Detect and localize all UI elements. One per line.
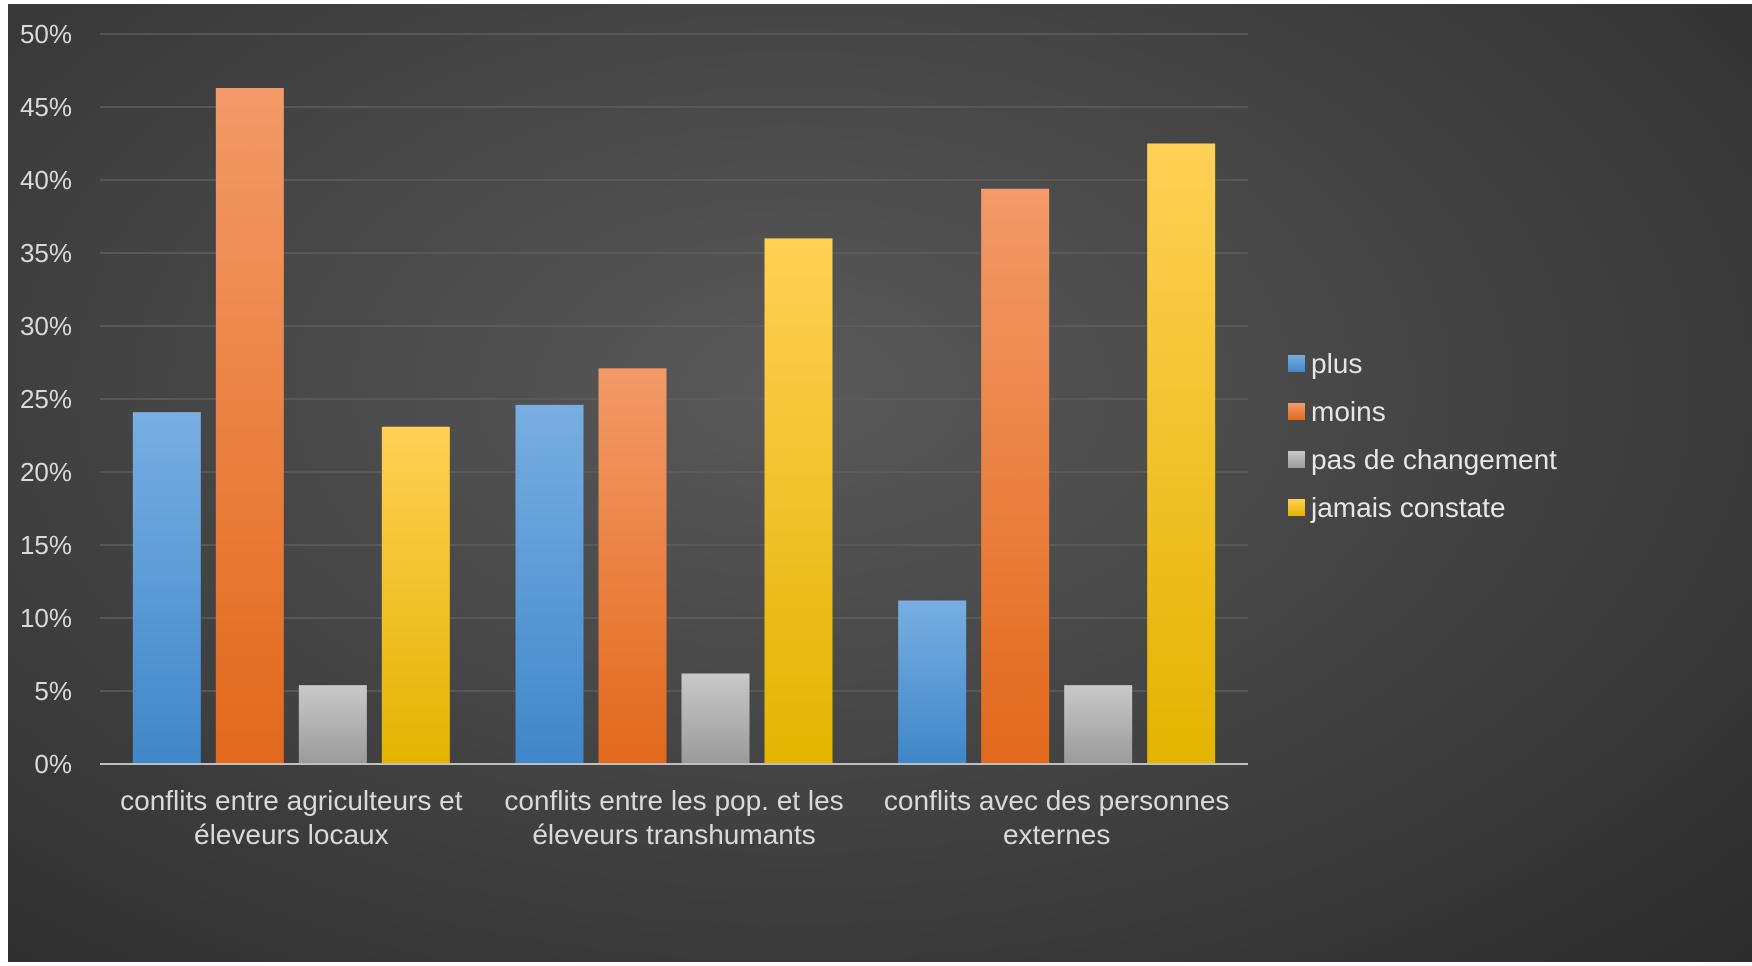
bar-pas-de-changement — [681, 673, 750, 764]
bar-moins — [215, 88, 284, 764]
chart-area: 0% 5% 10% 15% 20% 25% 30% 35% 40% 45% 50% conflits … — [8, 4, 1752, 962]
y-tick-label: 50% — [20, 19, 72, 49]
legend-label: jamais constate — [1310, 492, 1506, 523]
x-category-label: conflits entre les pop. et les — [504, 785, 843, 816]
legend-label: pas de changement — [1311, 444, 1557, 475]
bar-pas-de-changement — [298, 685, 367, 764]
y-tick-label: 20% — [20, 457, 72, 487]
bar-chart: 0% 5% 10% 15% 20% 25% 30% 35% 40% 45% 50% conflits … — [20, 19, 1557, 850]
bar-jamais-constate — [1147, 143, 1216, 764]
legend-label: plus — [1311, 348, 1362, 379]
y-tick-label: 25% — [20, 384, 72, 414]
gridlines — [100, 33, 1248, 692]
x-category-label: éleveurs locaux — [194, 819, 389, 850]
y-tick-label: 35% — [20, 238, 72, 268]
y-tick-label: 15% — [20, 530, 72, 560]
y-tick-label: 40% — [20, 165, 72, 195]
bar-plus — [132, 412, 201, 764]
legend-swatch — [1288, 499, 1305, 516]
bar-plus — [515, 404, 584, 764]
y-tick-label: 5% — [34, 676, 72, 706]
legend-swatch — [1288, 355, 1305, 372]
legend-label: moins — [1311, 396, 1386, 427]
bar-moins — [598, 368, 667, 764]
bar-moins — [981, 188, 1050, 764]
axes: 0% 5% 10% 15% 20% 25% 30% 35% 40% 45% 50% conflits … — [20, 19, 1248, 850]
bar-plus — [898, 600, 967, 764]
y-tick-label: 10% — [20, 603, 72, 633]
y-tick-label: 30% — [20, 311, 72, 341]
legend: plus moins pas de changement jamais constat… — [1288, 348, 1557, 523]
bar-jamais-constate — [764, 238, 833, 764]
legend-swatch — [1288, 403, 1305, 420]
y-tick-label: 0% — [34, 749, 72, 779]
x-category-label: conflits entre agriculteurs et — [120, 785, 463, 816]
x-category-label: externes — [1003, 819, 1110, 850]
bar-jamais-constate — [381, 426, 450, 764]
x-category-label: conflits avec des personnes — [884, 785, 1230, 816]
legend-swatch — [1288, 451, 1305, 468]
bar-pas-de-changement — [1064, 685, 1133, 764]
y-tick-label: 45% — [20, 92, 72, 122]
x-category-label: éleveurs transhumants — [532, 819, 815, 850]
bars — [132, 88, 1216, 764]
